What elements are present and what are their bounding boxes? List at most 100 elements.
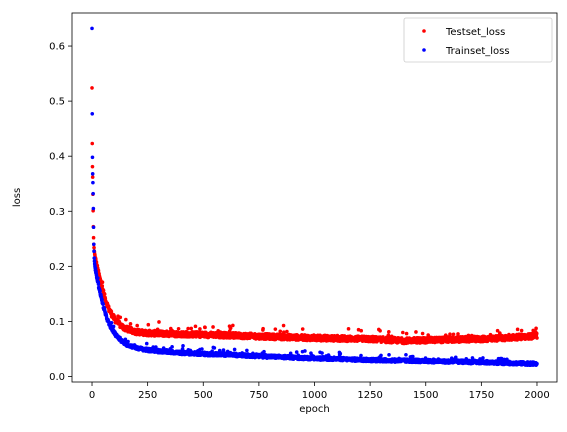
x-tick-label: 1500: [413, 390, 438, 401]
data-point: [414, 330, 418, 334]
x-tick-label: 750: [249, 390, 268, 401]
data-point: [211, 325, 215, 329]
data-point: [100, 280, 105, 285]
data-point: [90, 164, 95, 169]
data-point: [118, 315, 123, 320]
data-point: [378, 329, 382, 333]
data-point: [100, 284, 105, 288]
data-point: [176, 326, 181, 331]
data-point: [456, 332, 460, 336]
data-point: [90, 155, 95, 160]
y-tick-label: 0.3: [49, 207, 65, 218]
data-point: [535, 361, 539, 366]
data-point: [387, 330, 391, 334]
data-point: [285, 329, 289, 334]
legend: Testset_loss Trainset_loss: [403, 17, 553, 63]
data-point: [198, 327, 202, 331]
data-point: [232, 347, 237, 352]
data-point: [90, 172, 95, 176]
data-point: [157, 320, 161, 324]
data-point: [181, 344, 185, 348]
data-point: [90, 141, 95, 146]
data-point: [534, 331, 539, 336]
data-point: [109, 309, 114, 314]
data-point: [303, 349, 307, 353]
data-point: [203, 325, 207, 330]
y-axis-label: loss: [12, 188, 23, 207]
data-point: [294, 350, 299, 354]
data-point: [111, 324, 116, 329]
x-tick-label: 2000: [524, 390, 549, 401]
data-point: [379, 353, 383, 358]
x-tick-label: 1000: [302, 390, 327, 401]
data-point: [109, 321, 114, 325]
data-point: [420, 331, 425, 336]
data-point: [91, 225, 96, 230]
data-point: [346, 327, 351, 331]
data-point: [282, 330, 286, 335]
data-point: [404, 331, 409, 336]
data-point: [401, 330, 405, 335]
plot-area: [72, 13, 557, 382]
legend-marker-testset: [422, 29, 426, 33]
data-point: [281, 323, 286, 328]
data-point: [98, 289, 102, 293]
data-point: [92, 245, 96, 250]
x-tick-label: 250: [138, 390, 157, 401]
data-point: [228, 326, 233, 330]
data-point: [128, 322, 133, 326]
data-point: [135, 323, 139, 328]
data-point: [200, 347, 204, 351]
y-tick-label: 0.0: [49, 372, 65, 383]
data-point: [359, 353, 363, 358]
x-tick-label: 1750: [469, 390, 494, 401]
data-point: [231, 323, 235, 328]
data-point: [91, 235, 96, 240]
data-point: [90, 86, 94, 90]
data-point: [101, 288, 106, 293]
data-point: [144, 341, 149, 346]
data-point: [320, 351, 324, 355]
data-points-layer: [90, 26, 539, 368]
data-point: [193, 324, 198, 329]
data-point: [124, 317, 128, 322]
data-point: [519, 328, 524, 333]
series-testset: [90, 86, 539, 346]
data-point: [278, 329, 283, 334]
data-point: [245, 348, 249, 353]
data-point: [534, 326, 538, 331]
data-point: [91, 180, 95, 185]
data-point: [90, 175, 95, 179]
data-point: [273, 327, 278, 331]
data-point: [96, 276, 100, 280]
data-point: [92, 242, 96, 247]
y-tick-label: 0.1: [49, 317, 65, 328]
data-point: [481, 356, 485, 360]
y-tick-label: 0.6: [49, 42, 65, 53]
data-point: [189, 326, 194, 331]
data-point: [359, 328, 364, 333]
data-point: [451, 332, 456, 337]
y-tick-label: 0.2: [49, 262, 65, 273]
data-point: [101, 302, 105, 306]
data-point: [90, 26, 94, 31]
data-point: [92, 256, 97, 260]
data-point: [102, 292, 107, 296]
x-axis-label: epoch: [299, 404, 329, 415]
x-tick-label: 0: [89, 390, 95, 401]
data-point: [448, 332, 452, 336]
data-point: [170, 345, 174, 349]
legend-label-trainset: Trainset_loss: [445, 46, 510, 57]
legend-label-testset: Testset_loss: [445, 27, 505, 38]
data-point: [106, 304, 111, 309]
data-point: [338, 351, 343, 356]
data-point: [186, 326, 190, 331]
data-point: [146, 322, 151, 327]
data-point: [91, 206, 96, 211]
data-point: [387, 353, 391, 357]
data-point: [515, 327, 520, 332]
data-point: [535, 336, 539, 340]
data-point: [90, 111, 95, 116]
data-point: [126, 339, 130, 344]
